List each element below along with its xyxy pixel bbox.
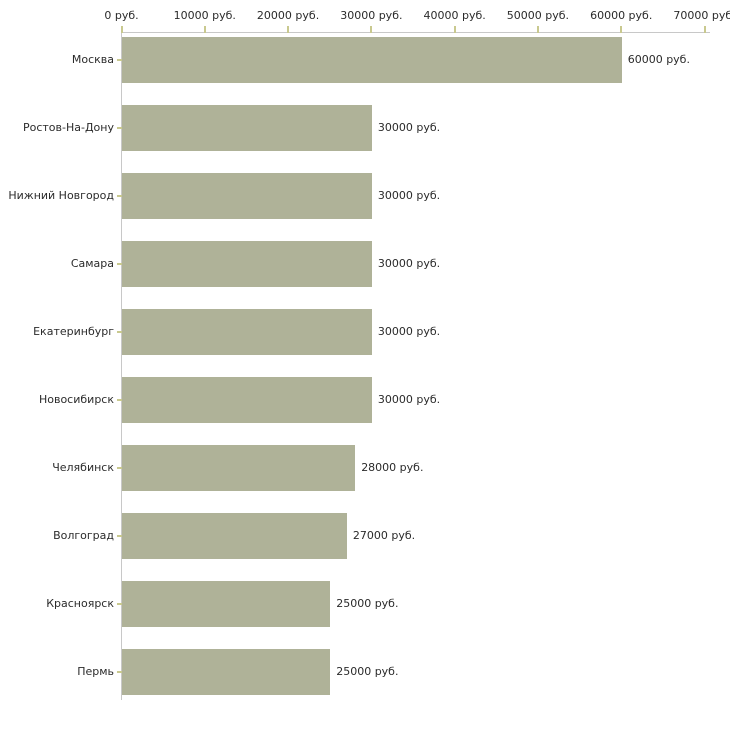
value-label: 30000 руб.: [377, 121, 441, 134]
value-label: 30000 руб.: [377, 325, 441, 338]
bar: [122, 105, 372, 151]
x-axis-tick-mark: [370, 26, 373, 33]
category-label: Нижний Новгород: [8, 189, 114, 202]
category-label: Екатеринбург: [33, 325, 114, 338]
x-axis-tick-label: 20000 руб.: [256, 9, 320, 22]
category-label: Ростов-На-Дону: [22, 121, 114, 134]
y-axis-tick-mark: [117, 331, 123, 333]
category-label: Челябинск: [52, 461, 114, 474]
bar: [122, 37, 622, 83]
category-label: Новосибирск: [38, 393, 114, 406]
value-label: 25000 руб.: [336, 597, 399, 610]
x-axis-tick-label: 0 руб.: [104, 9, 139, 22]
bar: [122, 309, 372, 355]
y-axis-tick-mark: [117, 399, 123, 401]
x-axis-tick-mark: [703, 26, 706, 33]
category-label: Красноярск: [46, 597, 114, 610]
value-label: 60000 руб.: [627, 53, 690, 66]
category-label: Самара: [70, 257, 114, 270]
value-label: 27000 руб.: [352, 529, 416, 542]
x-axis-tick-mark: [536, 26, 539, 33]
category-label: Москва: [71, 53, 114, 66]
x-axis-tick-mark: [453, 26, 456, 33]
bar: [122, 377, 372, 423]
value-label: 25000 руб.: [336, 665, 399, 678]
value-label: 30000 руб.: [377, 393, 441, 406]
y-axis-tick-mark: [117, 467, 123, 469]
x-axis-tick-label: 40000 руб.: [423, 9, 486, 22]
x-axis-tick-label: 60000 руб.: [590, 9, 653, 22]
bar: [122, 445, 356, 491]
bar: [122, 513, 347, 559]
y-axis-tick-mark: [117, 671, 123, 673]
value-label: 30000 руб.: [377, 189, 441, 202]
x-axis-line: [121, 32, 710, 33]
y-axis-tick-mark: [117, 59, 123, 61]
y-axis-tick-mark: [117, 603, 123, 605]
bar: [122, 241, 372, 287]
y-axis-tick-mark: [117, 195, 123, 197]
x-axis-tick-mark: [120, 26, 123, 33]
y-axis-tick-mark: [117, 535, 123, 537]
x-axis-tick-mark: [287, 26, 290, 33]
bar: [122, 173, 372, 219]
bar: [122, 581, 331, 627]
category-label: Пермь: [77, 665, 114, 678]
bar: [122, 649, 331, 695]
y-axis-tick-mark: [117, 263, 123, 265]
x-axis-tick-label: 30000 руб.: [340, 9, 403, 22]
x-axis-tick-label: 70000 руб.: [673, 9, 730, 22]
value-label: 30000 руб.: [377, 257, 441, 270]
value-label: 28000 руб.: [361, 461, 424, 474]
category-label: Волгоград: [53, 529, 114, 542]
y-axis-line: [121, 32, 122, 700]
x-axis-tick-mark: [203, 26, 206, 33]
x-axis-tick-label: 10000 руб.: [173, 9, 236, 22]
y-axis-tick-mark: [117, 127, 123, 129]
x-axis-tick-label: 50000 руб.: [506, 9, 570, 22]
x-axis-tick-mark: [620, 26, 623, 33]
